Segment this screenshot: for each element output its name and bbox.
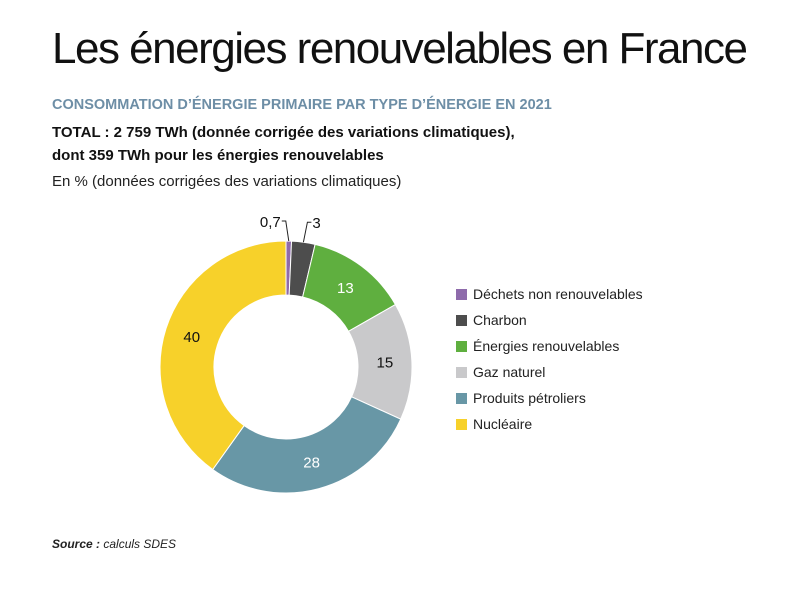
leader-line-dechets-non-renouvelables — [281, 220, 290, 242]
legend-label: Charbon — [473, 312, 527, 328]
page-title: Les énergies renouvelables en France — [52, 24, 748, 73]
slice-produits-petroliers — [212, 396, 402, 494]
legend-label: Énergies renouvelables — [473, 338, 620, 354]
legend-swatch — [456, 288, 467, 300]
data-label-nucleaire: 40 — [183, 329, 200, 346]
legend-label: Produits pétroliers — [473, 390, 586, 406]
legend-swatch — [456, 366, 467, 378]
source-note: Source : calculs SDES — [52, 537, 176, 551]
leader-line-charbon — [302, 221, 312, 243]
total-line-1: TOTAL : 2 759 TWh (donnée corrigée des v… — [52, 124, 515, 141]
data-label-dechets-non-renouvelables: 0,7 — [260, 214, 281, 231]
legend-item-gaz-naturel: Gaz naturel — [456, 359, 643, 385]
chart-legend: Déchets non renouvelables Charbon Énergies… — [456, 281, 643, 437]
legend-label: Gaz naturel — [473, 364, 546, 380]
total-summary: TOTAL : 2 759 TWh (donnée corrigée des v… — [52, 121, 515, 167]
legend-item-charbon: Charbon — [456, 307, 643, 333]
source-text: calculs SDES — [100, 537, 177, 551]
data-label-charbon: 3 — [312, 215, 320, 232]
legend-swatch — [456, 418, 467, 430]
total-line-2: dont 359 TWh pour les énergies renouvela… — [52, 147, 384, 164]
data-label-energies-renouvelables: 13 — [337, 280, 354, 297]
data-label-produits-petroliers: 28 — [303, 455, 320, 472]
legend-swatch — [456, 314, 467, 326]
legend-item-produits-petroliers: Produits pétroliers — [456, 385, 643, 411]
legend-swatch — [456, 392, 467, 404]
legend-swatch — [456, 340, 467, 352]
legend-item-nucleaire: Nucléaire — [456, 411, 643, 437]
legend-item-dechets-non-renouvelables: Déchets non renouvelables — [456, 281, 643, 307]
data-label-gaz-naturel: 15 — [377, 354, 394, 371]
legend-label: Nucléaire — [473, 416, 533, 432]
slice-nucleaire — [159, 240, 287, 471]
legend-label: Déchets non renouvelables — [473, 286, 643, 302]
legend-item-energies-renouvelables: Énergies renouvelables — [456, 333, 643, 359]
unit-note: En % (données corrigées des variations c… — [52, 173, 402, 190]
source-label: Source : — [52, 537, 101, 551]
chart-subtitle: CONSOMMATION D’ÉNERGIE PRIMAIRE PAR TYPE… — [52, 97, 552, 113]
